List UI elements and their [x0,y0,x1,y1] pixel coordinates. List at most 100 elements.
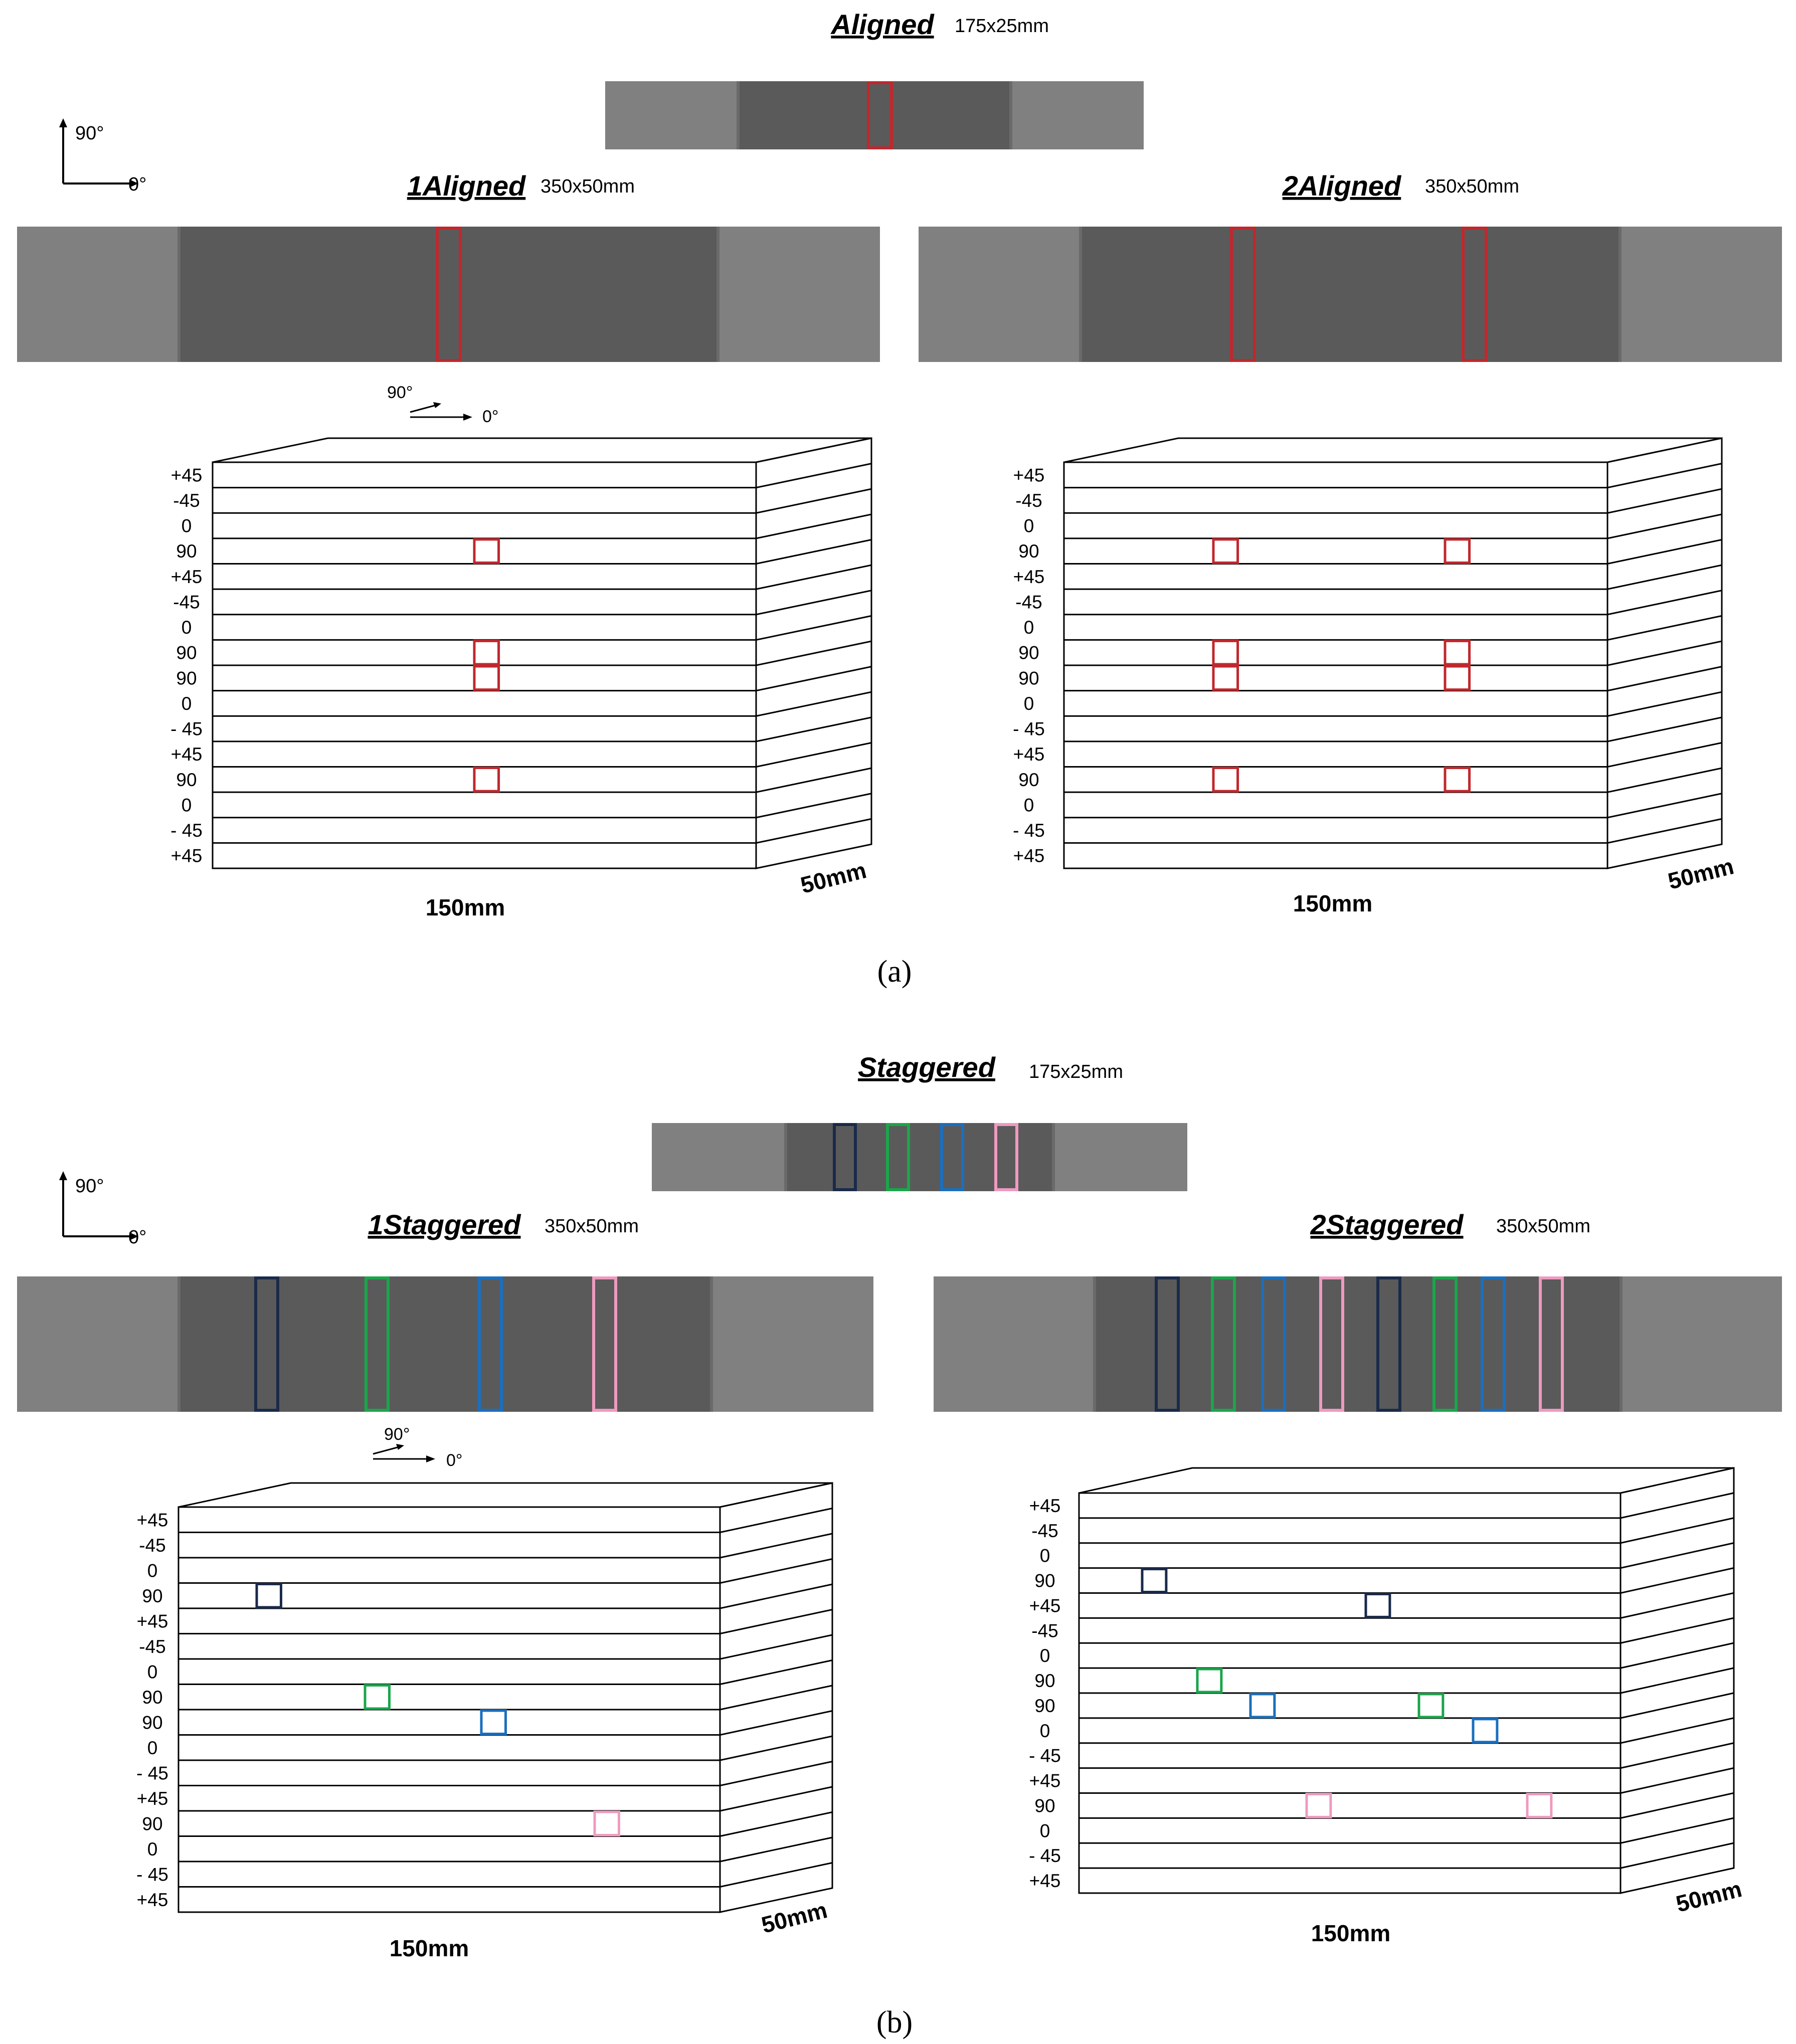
ply-drop-marker-green [365,1276,390,1412]
ply-label: +45 [171,567,203,587]
ply-drop-marker-pink [994,1123,1018,1191]
panel-1staggered-title: 1Staggered [368,1209,522,1240]
ply-label: 90 [142,1586,162,1606]
ply-label: 90 [1034,1670,1055,1691]
ply-line-side [720,1786,833,1812]
tab-edge [1009,81,1012,149]
coupon-aligned-strip [605,81,1144,149]
ply-drop-marker-blue [940,1123,964,1191]
ply-line-side [1607,691,1722,717]
box-b2-length: 150mm [1311,1920,1391,1946]
ply-line-side [1620,1792,1734,1819]
small-axis-0-b1: 0° [446,1451,463,1470]
axis-0-label-a: 0° [128,174,146,195]
part-b-coupon-staggered: Staggered 175x25mm [652,1051,1187,1191]
layup-box-2staggered: +45 -45 0 90 +45 -45 0 90 90 0 - 45 +45 90 0 - 45 +45 1… [1029,1467,1744,1946]
panel-1aligned: 1Aligned 350x50mm [17,170,880,362]
ply-line-side [1620,1692,1734,1719]
ply-drop-square-red [473,767,500,793]
ply-line-side [756,666,872,692]
tab-edge [1093,1276,1096,1412]
ply-label: - 45 [136,1864,168,1885]
arrow-head [59,1171,67,1180]
layup-box-b1-drawing: +45 -45 0 90 +45 -45 0 90 90 0 - 45 +45 90 0 - 45 +45 [136,1444,833,1913]
ply-label: 0 [1040,1721,1050,1741]
ply-line-side [1620,1767,1734,1794]
ply-label: 0 [1024,516,1034,536]
ply-label: 90 [1018,541,1039,562]
ply-label: 90 [176,668,197,688]
tab-edge [784,1123,787,1191]
ply-line-side [1607,793,1722,819]
ply-line-side [756,615,872,641]
arrow-head [129,179,138,188]
ply-drop-square-red [1444,767,1471,793]
ply-label: 0 [182,516,192,536]
ply-line-side [720,1634,833,1660]
ply-drop-marker-green [1432,1276,1458,1412]
ply-drop-square-red [473,538,500,564]
gauge-section [181,227,716,362]
ply-label: 90 [1018,643,1039,663]
ply-line-side [1620,1617,1734,1644]
ply-label: 0 [1024,693,1034,714]
ply-line-side [756,640,872,666]
ply-label: -45 [139,1535,165,1556]
ply-label: 90 [142,1712,162,1733]
ply-line-side [1620,1717,1734,1744]
ply-label: -45 [173,592,200,612]
ply-line-side [1607,564,1722,590]
ply-drop-marker-navy [1155,1276,1180,1412]
ply-line-side [1607,666,1722,692]
ply-line-side [756,539,872,565]
ply-line-side [756,793,872,819]
ply-drop-marker-red [1462,227,1488,362]
tab-edge [1620,1276,1623,1412]
ply-label: +45 [137,1510,168,1530]
ply-line-side [1620,1592,1734,1619]
ply-drop-square-green [364,1684,391,1710]
ply-line-side [1620,1542,1734,1569]
ply-drop-square-red [1212,538,1239,564]
ply-drop-marker-red [867,81,893,149]
ply-label: 0 [1040,1645,1050,1666]
layup-box-b2-drawing: +45 -45 0 90 +45 -45 0 90 90 0 - 45 +45 90 0 - 45 +45 [1029,1467,1735,1894]
ply-drop-square-navy [1364,1592,1391,1618]
ply-drop-marker-blue [1481,1276,1506,1412]
small-axis-90-a1: 90° [387,383,413,402]
ply-label: +45 [1029,1496,1061,1516]
ply-line-side [720,1761,833,1786]
arrow-head [463,414,472,421]
ply-label: +45 [171,465,203,485]
ply-drop-square-pink [1526,1792,1553,1818]
ply-line-side [1607,742,1722,768]
ply-label: +45 [1029,1771,1061,1791]
panel-2staggered: 2Staggered 350x50mm [934,1209,1782,1412]
ply-label: 0 [182,693,192,714]
ply-line-side [1620,1842,1734,1869]
ply-drop-marker-pink [1539,1276,1564,1412]
ply-label: -45 [1031,1620,1058,1641]
ply-label: 90 [1034,1571,1055,1591]
ply-label: -45 [173,490,200,511]
arrow-head [59,118,67,127]
ply-label: - 45 [1029,1845,1061,1866]
tab-edge [716,227,720,362]
arrow-head [396,1444,404,1450]
ply-label: 0 [147,1661,158,1682]
ply-label: 90 [176,770,197,790]
coupon-staggered-strip [652,1123,1187,1191]
ply-line-side [756,590,872,616]
ply-line-side [756,564,872,590]
ply-line-side [1607,539,1722,565]
ply-line-side [756,513,872,539]
panel-1staggered: 1Staggered 350x50mm [17,1209,873,1412]
ply-label: 0 [1024,795,1034,815]
ply-label: +45 [1013,846,1045,866]
ply-drop-square-pink [1305,1792,1332,1818]
ply-line-side [720,1659,833,1685]
panel-1aligned-strip [17,227,880,362]
box-b1-length: 150mm [390,1935,469,1961]
ply-drop-square-green [1417,1693,1445,1719]
ply-label: 0 [1024,617,1034,638]
